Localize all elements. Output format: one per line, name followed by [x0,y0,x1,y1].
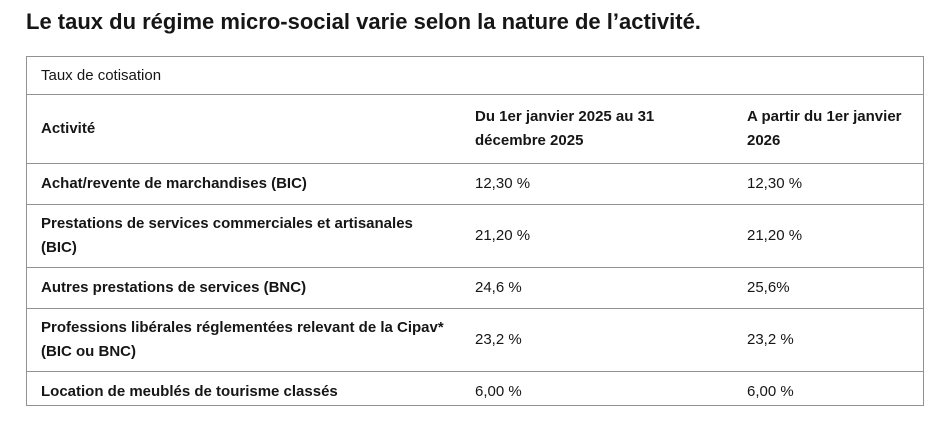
cell-rate-2026: 6,00 % [733,371,923,412]
cell-rate-2025: 23,2 % [461,308,733,372]
table-row: Autres prestations de services (BNC) 24,… [27,267,923,309]
cell-activity: Professions libérales réglementées relev… [27,308,461,372]
rates-table: Taux de cotisation Activité Du 1er janvi… [27,57,923,412]
cell-rate-2026: 12,30 % [733,163,923,205]
table-caption: Taux de cotisation [41,66,162,84]
table-header-row: Activité Du 1er janvier 2025 au 31 décem… [27,94,923,164]
header-activity: Activité [27,94,461,164]
cell-activity: Location de meublés de tourisme classés [27,371,461,412]
table-caption-row: Taux de cotisation [27,57,923,95]
table-row: Professions libérales réglementées relev… [27,308,923,372]
cell-rate-2026: 25,6% [733,267,923,309]
table-row: Prestations de services commerciales et … [27,204,923,268]
contribution-rates-table: Taux de cotisation Activité Du 1er janvi… [26,56,924,412]
cell-activity: Achat/revente de marchandises (BIC) [27,163,461,205]
cell-rate-2026: 23,2 % [733,308,923,372]
table-row: Achat/revente de marchandises (BIC) 12,3… [27,163,923,205]
cell-activity: Prestations de services commerciales et … [27,204,461,268]
header-period-2025: Du 1er janvier 2025 au 31 décembre 2025 [461,94,733,164]
page-title: Le taux du régime micro-social varie sel… [26,9,701,34]
cell-rate-2026: 21,20 % [733,204,923,268]
cell-activity: Autres prestations de services (BNC) [27,267,461,309]
cell-rate-2025: 24,6 % [461,267,733,309]
table-row: Location de meublés de tourisme classés … [27,371,923,412]
cell-rate-2025: 12,30 % [461,163,733,205]
header-period-2026: A partir du 1er janvier 2026 [733,94,923,164]
cell-rate-2025: 6,00 % [461,371,733,412]
cell-rate-2025: 21,20 % [461,204,733,268]
